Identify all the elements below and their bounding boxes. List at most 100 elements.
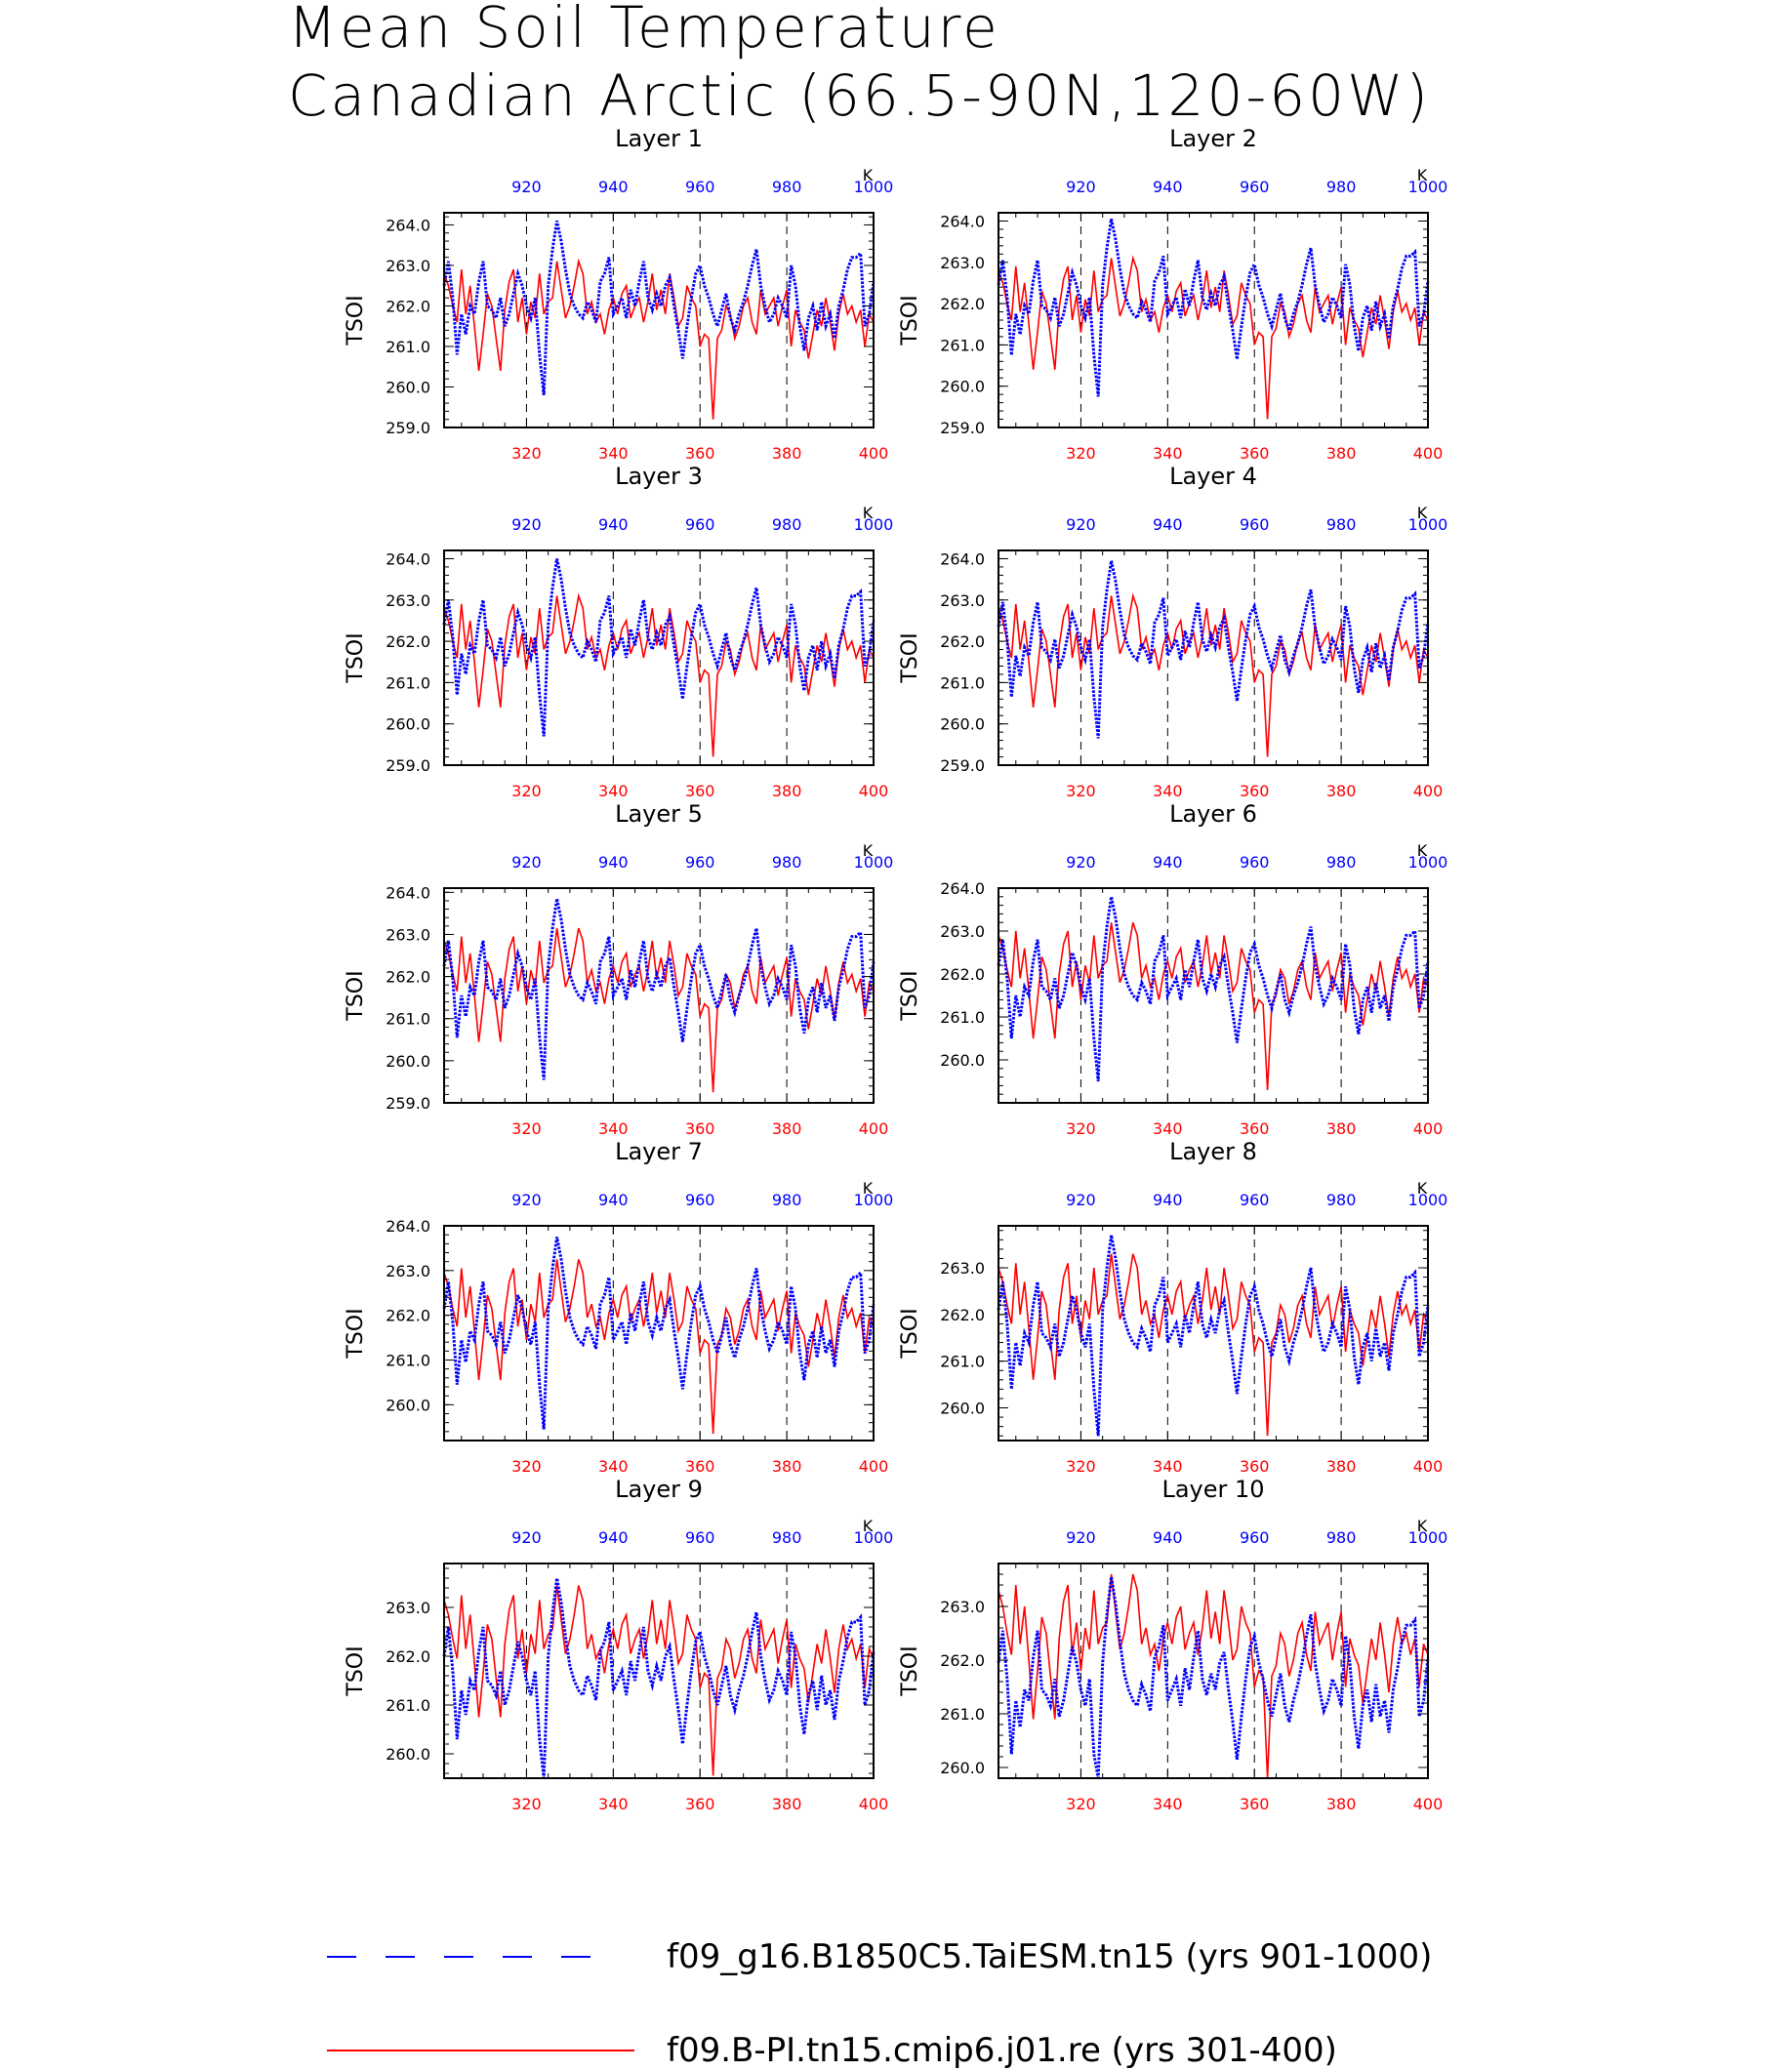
y-tick-label: 260.0 [386,378,430,396]
x-tick-label-bottom: 360 [1240,1795,1270,1813]
x-tick-label-bottom: 340 [598,782,629,800]
x-tick-label-top: 980 [1326,515,1357,534]
x-tick-label-top: 960 [1240,178,1270,196]
x-top-unit-label: K [1417,841,1428,860]
x-tick-label-top: 980 [1326,178,1357,196]
x-tick-label-bottom: 380 [1326,1457,1357,1476]
x-tick-label-bottom: 320 [1066,1457,1096,1476]
y-tick-label: 263.0 [386,925,430,944]
y-axis-label: TSOI [344,1308,368,1359]
series-line-red [998,1573,1429,1779]
x-tick-label-bottom: 320 [1066,1795,1096,1813]
x-tick-label-top: 920 [1066,853,1096,872]
series-line-blue [997,1235,1430,1437]
x-tick-label-bottom: 380 [1326,444,1357,463]
plot-frame [443,887,875,1104]
x-tick-label-top: 980 [772,178,802,196]
y-tick-label: 262.0 [940,1306,985,1324]
x-tick-label-top: 1000 [854,853,894,872]
x-tick-label-bottom: 380 [772,444,802,463]
y-tick-label: 261.0 [940,673,985,692]
panel-title: Layer 9 [615,1476,703,1503]
x-tick-label-top: 1000 [1408,1528,1448,1547]
x-tick-label-top: 1000 [1408,1191,1448,1209]
x-tick-label-top: 960 [1240,853,1270,872]
y-tick-label: 263.0 [386,1262,430,1280]
x-tick-label-top: 940 [1153,1191,1183,1209]
series-line-red [443,258,875,420]
y-axis-label: TSOI [898,295,922,345]
y-tick-label: 263.0 [386,591,430,610]
y-axis-label: TSOI [344,1645,368,1696]
y-tick-label: 263.0 [386,257,430,275]
y-tick-label: 262.0 [940,965,985,984]
y-tick-label: 264.0 [386,1217,430,1236]
panel-layer-10: Layer 10 320 340 360 380 400 920 940 960 980 1000K… [898,1476,1447,1813]
plot-frame [443,212,875,428]
x-tick-label-top: 940 [598,178,629,196]
y-tick-label: 259.0 [386,419,430,437]
x-tick-label-bottom: 400 [1413,1795,1444,1813]
panel-title: Layer 8 [1169,1138,1257,1165]
x-tick-label-bottom: 400 [859,1457,889,1476]
y-axis-label: TSOI [898,1645,922,1696]
legend: f09_g16.B1850C5.TaiESM.tn15 (yrs 901-100… [327,1937,1432,2070]
x-tick-label-bottom: 340 [1153,782,1183,800]
y-tick-label: 260.0 [940,378,985,396]
x-top-unit-label: K [863,504,874,522]
y-tick-label: 264.0 [940,212,985,230]
x-tick-label-bottom: 400 [1413,444,1444,463]
x-tick-label-top: 1000 [854,1191,894,1209]
x-top-unit-label: K [863,841,874,860]
y-tick-label: 259.0 [386,756,430,775]
x-tick-label-top: 980 [772,1528,802,1547]
x-top-unit-label: K [1417,504,1428,522]
panel-title: Layer 6 [1169,800,1257,828]
x-tick-label-bottom: 360 [685,782,715,800]
series-line-red [998,592,1429,757]
x-tick-label-top: 1000 [1408,853,1448,872]
x-tick-label-top: 980 [772,853,802,872]
x-tick-label-bottom: 340 [1153,1457,1183,1476]
x-tick-label-top: 1000 [854,178,894,196]
x-tick-label-bottom: 320 [511,444,542,463]
x-tick-label-top: 920 [511,853,542,872]
figure-title-line-1: Mean Soil Temperature [288,0,1000,61]
x-tick-label-bottom: 360 [1240,444,1270,463]
x-tick-label-top: 960 [685,1528,715,1547]
y-tick-label: 262.0 [386,632,430,651]
x-tick-label-bottom: 400 [859,782,889,800]
x-tick-label-bottom: 400 [859,444,889,463]
x-top-unit-label: K [1417,1517,1428,1535]
x-tick-label-bottom: 360 [1240,782,1270,800]
y-tick-label: 261.0 [386,1696,430,1715]
y-tick-label: 263.0 [940,922,985,941]
x-tick-label-bottom: 380 [1326,1119,1357,1138]
x-top-unit-label: K [1417,1179,1428,1198]
series-line-red [443,1259,875,1435]
series-line-blue [442,1577,876,1779]
y-tick-label: 264.0 [386,216,430,234]
x-tick-label-bottom: 340 [598,444,629,463]
x-tick-label-top: 1000 [1408,515,1448,534]
x-tick-label-top: 960 [685,178,715,196]
y-tick-label: 261.0 [940,1353,985,1371]
x-tick-label-bottom: 380 [1326,1795,1357,1813]
x-tick-label-top: 920 [1066,1191,1096,1209]
x-tick-label-bottom: 400 [859,1795,889,1813]
y-tick-label: 260.0 [940,715,985,734]
y-tick-label: 260.0 [386,1052,430,1071]
x-tick-label-top: 960 [685,853,715,872]
y-tick-label: 262.0 [386,1647,430,1666]
y-tick-label: 260.0 [940,1400,985,1418]
x-tick-label-top: 980 [1326,853,1357,872]
legend-label-blue: f09_g16.B1850C5.TaiESM.tn15 (yrs 901-100… [667,1937,1432,1976]
y-tick-label: 260.0 [940,1051,985,1070]
series-line-blue [442,558,876,737]
x-tick-label-bottom: 360 [1240,1119,1270,1138]
